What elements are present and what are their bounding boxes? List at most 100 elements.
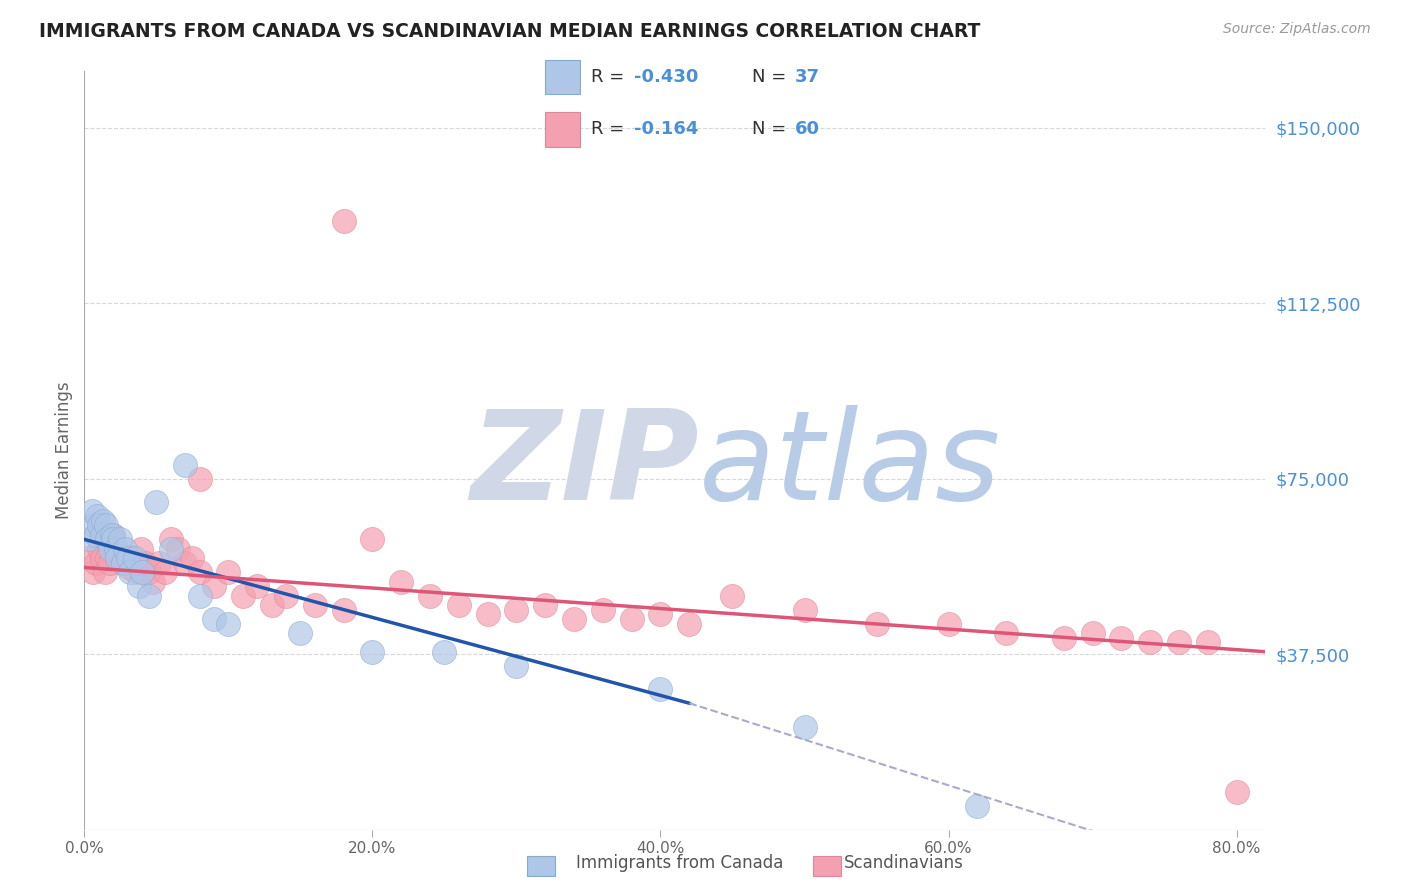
Point [77, 551, 100, 566]
Point [93, 565, 115, 579]
Point [98, 541, 121, 556]
Point [181, 551, 204, 566]
Point [188, 565, 211, 579]
Text: Source: ZipAtlas.com: Source: ZipAtlas.com [1223, 22, 1371, 37]
Point [865, 616, 887, 631]
Text: R =: R = [591, 68, 630, 86]
Point [274, 589, 297, 603]
Point [1111, 631, 1133, 645]
Text: N =: N = [752, 120, 792, 138]
Point [110, 551, 132, 566]
Point [84, 556, 107, 570]
Point [332, 214, 354, 228]
Point [217, 616, 239, 631]
Point [87, 541, 110, 556]
Point [96, 551, 118, 566]
Text: atlas: atlas [699, 405, 1001, 526]
Point [94, 518, 117, 533]
Point [650, 682, 672, 697]
Text: -0.164: -0.164 [634, 120, 699, 138]
Point [82, 565, 104, 579]
Point [148, 556, 170, 570]
Point [793, 602, 815, 616]
Point [101, 533, 124, 547]
Text: -0.430: -0.430 [634, 68, 699, 86]
Point [678, 616, 700, 631]
Point [477, 607, 499, 622]
Point [995, 626, 1018, 640]
Text: 60: 60 [794, 120, 820, 138]
Text: R =: R = [591, 120, 630, 138]
Point [167, 541, 190, 556]
Point [142, 574, 165, 589]
Point [117, 551, 139, 566]
Point [217, 565, 239, 579]
Point [361, 533, 384, 547]
Point [1081, 626, 1104, 640]
Point [159, 541, 181, 556]
Point [121, 551, 143, 566]
Point [112, 556, 135, 570]
Point [232, 589, 254, 603]
Point [98, 556, 121, 570]
Point [134, 556, 156, 570]
Point [86, 508, 108, 523]
Point [505, 602, 527, 616]
Point [84, 527, 107, 541]
Point [100, 527, 122, 541]
Point [105, 541, 128, 556]
Bar [544, 60, 579, 95]
Point [1139, 635, 1161, 649]
Point [188, 589, 211, 603]
Point [174, 556, 197, 570]
Point [361, 645, 384, 659]
Point [77, 533, 100, 547]
Point [101, 527, 124, 541]
Point [447, 598, 470, 612]
Point [120, 565, 142, 579]
Point [138, 565, 160, 579]
Point [966, 799, 988, 814]
Point [153, 565, 176, 579]
Point [87, 518, 110, 533]
Point [620, 612, 643, 626]
Point [90, 551, 112, 566]
Text: Immigrants from Canada: Immigrants from Canada [576, 855, 783, 872]
Y-axis label: Median Earnings: Median Earnings [55, 382, 73, 519]
Text: 37: 37 [794, 68, 820, 86]
Point [1053, 631, 1076, 645]
Point [105, 541, 128, 556]
Point [91, 514, 114, 528]
Point [110, 533, 132, 547]
Point [304, 598, 326, 612]
Text: N =: N = [752, 68, 792, 86]
Point [721, 589, 744, 603]
Point [114, 541, 136, 556]
Point [433, 645, 456, 659]
Point [83, 518, 105, 533]
Text: Scandinavians: Scandinavians [844, 855, 963, 872]
Point [112, 556, 135, 570]
Point [159, 533, 181, 547]
Point [145, 495, 167, 509]
Point [389, 574, 412, 589]
Point [592, 602, 614, 616]
Point [1226, 785, 1249, 799]
Point [202, 579, 225, 593]
Point [202, 612, 225, 626]
Point [174, 458, 197, 472]
Point [534, 598, 557, 612]
Point [125, 565, 148, 579]
Point [505, 658, 527, 673]
Point [419, 589, 441, 603]
Point [562, 612, 585, 626]
Point [124, 551, 146, 566]
Point [246, 579, 269, 593]
Point [938, 616, 960, 631]
Point [290, 626, 312, 640]
Point [96, 533, 118, 547]
Point [138, 589, 160, 603]
Point [129, 541, 152, 556]
Point [260, 598, 283, 612]
Point [650, 607, 672, 622]
